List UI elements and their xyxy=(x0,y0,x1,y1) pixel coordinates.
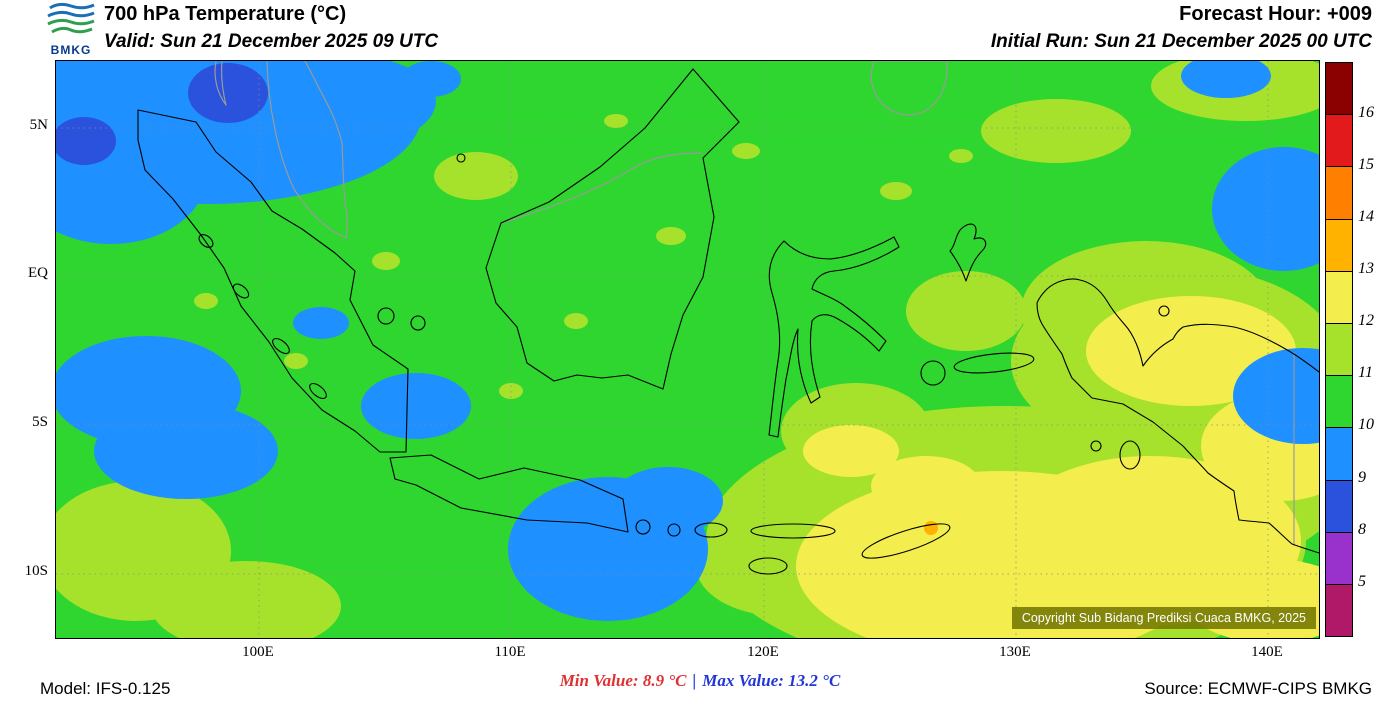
colorbar-segment xyxy=(1326,584,1352,637)
max-value: Max Value: 13.2 °C xyxy=(702,671,841,690)
halmahera-coast xyxy=(949,223,987,282)
field-13c-spot xyxy=(924,521,938,535)
colorbar-labels: 16 15 14 13 12 11 10 9 8 5 xyxy=(1358,62,1394,635)
foreign-borders xyxy=(214,61,1295,546)
colorbar-segment xyxy=(1326,428,1352,481)
colorbar-segment xyxy=(1326,376,1352,429)
coastlines xyxy=(137,68,1319,575)
colorbar-segment xyxy=(1326,219,1352,272)
grid-lines xyxy=(56,61,1319,638)
lon-label-110e: 110E xyxy=(494,644,526,660)
malay-peninsula-coast xyxy=(266,61,348,239)
min-value: Min Value: 8.9 °C xyxy=(559,671,687,690)
colorbar-segment xyxy=(1326,480,1352,533)
colorbar-label-8: 8 xyxy=(1358,521,1366,538)
colorbar-segment xyxy=(1326,115,1352,168)
borneo-coast xyxy=(485,68,740,390)
lon-label-140e: 140E xyxy=(1251,644,1283,660)
sulawesi-coast xyxy=(768,236,900,438)
bmkg-logo-icon xyxy=(47,2,95,34)
min-max-values: Min Value: 8.9 °C | Max Value: 13.2 °C xyxy=(0,671,1400,691)
bmkg-logo: BMKG xyxy=(44,1,98,57)
sumba-coast xyxy=(748,557,788,575)
mentawai-coast-2 xyxy=(272,337,290,355)
bmkg-logo-label: BMKG xyxy=(50,43,92,57)
belitung-coast xyxy=(410,315,426,331)
colorbar-segment xyxy=(1326,532,1352,585)
biak-coast xyxy=(1158,305,1170,317)
colorbar-label-12: 12 xyxy=(1358,312,1374,329)
mindanao-coast xyxy=(870,61,948,116)
sumbawa-coast xyxy=(694,522,728,538)
colorbar-segment xyxy=(1326,63,1352,116)
field-12-13c xyxy=(796,296,1319,638)
aru-coast xyxy=(1119,440,1141,470)
temperature-map-canvas xyxy=(56,61,1319,638)
colorbar xyxy=(1325,62,1353,637)
flores-coast xyxy=(750,523,836,539)
colorbar-label-10: 10 xyxy=(1358,416,1374,433)
forecast-hour: Forecast Hour: +009 xyxy=(1179,3,1372,25)
bali-coast xyxy=(635,519,651,535)
lon-label-130e: 130E xyxy=(999,644,1031,660)
colorbar-label-9: 9 xyxy=(1358,469,1366,486)
colorbar-label-13: 13 xyxy=(1358,260,1374,277)
timor-coast xyxy=(861,523,951,559)
lat-label-10s: 10S xyxy=(24,563,48,579)
natuna-coast xyxy=(456,153,466,163)
model-label: Model: IFS-0.125 xyxy=(40,679,171,698)
mentawai-coast-3 xyxy=(309,382,327,400)
colorbar-label-16: 16 xyxy=(1358,104,1374,121)
seram-coast xyxy=(953,352,1035,374)
map-frame xyxy=(55,60,1320,639)
java-coast xyxy=(389,454,629,533)
colorbar-segment xyxy=(1326,271,1352,324)
valid-time: Valid: Sun 21 December 2025 09 UTC xyxy=(104,31,439,52)
lat-label-eq: EQ xyxy=(28,265,48,281)
colorbar-label-15: 15 xyxy=(1358,156,1374,173)
kai-coast xyxy=(1090,440,1102,452)
lon-label-120e: 120E xyxy=(747,644,779,660)
page-title: 700 hPa Temperature (°C) xyxy=(104,3,347,25)
papua-coast xyxy=(1036,278,1319,554)
mentawai-coast-1 xyxy=(232,283,250,299)
initial-run: Initial Run: Sun 21 December 2025 00 UTC xyxy=(990,31,1372,52)
colorbar-label-5: 5 xyxy=(1358,573,1366,590)
lombok-coast xyxy=(667,523,681,537)
borneo-border xyxy=(500,152,702,224)
nias-coast xyxy=(198,234,214,248)
buru-coast xyxy=(920,360,946,386)
lat-label-5s: 5S xyxy=(32,414,48,430)
colorbar-segment xyxy=(1326,167,1352,220)
copyright-notice: Copyright Sub Bidang Prediksi Cuaca BMKG… xyxy=(1011,607,1316,629)
min-max-separator: | xyxy=(692,671,697,690)
colorbar-label-11: 11 xyxy=(1358,364,1373,381)
colorbar-label-14: 14 xyxy=(1358,208,1374,225)
sumatra-coast xyxy=(137,109,409,453)
source-label: Source: ECMWF-CIPS BMKG xyxy=(1144,679,1372,698)
lat-label-5n: 5N xyxy=(29,117,48,133)
bangka-coast xyxy=(377,307,395,325)
colorbar-segment xyxy=(1326,323,1352,377)
field-8-9c xyxy=(56,63,268,165)
lon-label-100e: 100E xyxy=(242,644,274,660)
field-9-10c xyxy=(56,61,1319,621)
thailand-coast xyxy=(214,61,227,106)
